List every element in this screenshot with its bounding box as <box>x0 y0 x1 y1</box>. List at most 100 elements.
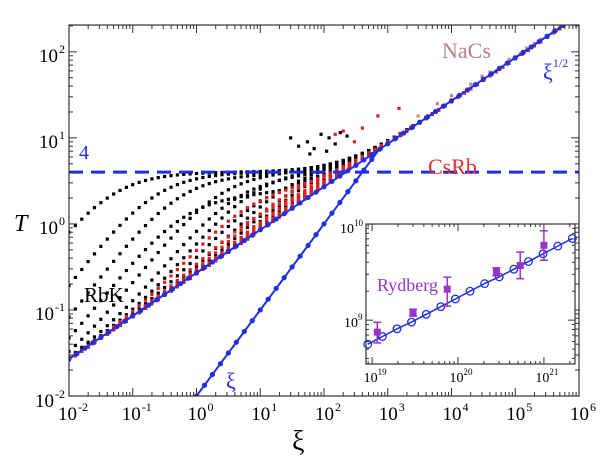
data-point <box>239 210 243 214</box>
data-point <box>239 228 243 232</box>
data-point <box>328 165 332 169</box>
data-point <box>258 212 262 216</box>
data-point <box>245 225 250 230</box>
data-point <box>73 307 77 311</box>
data-point <box>416 114 420 118</box>
data-point <box>194 186 199 190</box>
data-point <box>296 193 301 197</box>
plateau-label: 4 <box>79 142 89 164</box>
data-point <box>112 259 116 263</box>
data-point <box>303 194 307 198</box>
data-point <box>239 225 243 229</box>
reference-line-marker <box>233 339 239 345</box>
y-tick-label-base: 10 <box>39 132 58 154</box>
reference-line-marker <box>82 345 88 351</box>
data-point <box>277 190 281 195</box>
data-point <box>335 166 339 170</box>
data-point <box>265 207 269 211</box>
inset-y-tick-label-exp: 9 <box>358 312 363 323</box>
data-point <box>309 166 313 171</box>
data-point <box>245 233 250 237</box>
reference-line-marker <box>552 28 558 34</box>
data-point <box>188 211 192 216</box>
data-point <box>226 240 230 244</box>
x-tick-label-exp: 5 <box>526 400 533 414</box>
data-point <box>284 168 288 173</box>
reference-line-marker <box>393 135 399 141</box>
data-point <box>182 256 186 260</box>
data-point <box>124 217 128 221</box>
data-point <box>252 191 256 195</box>
data-point <box>214 180 218 184</box>
data-point <box>86 291 90 295</box>
x-tick-label: 100 <box>188 401 214 424</box>
y-tick-label: 101 <box>39 129 65 152</box>
data-point <box>207 228 211 233</box>
data-point <box>245 223 250 227</box>
data-point <box>303 188 307 192</box>
data-point <box>360 126 364 130</box>
data-point <box>214 251 218 255</box>
data-point <box>124 313 128 317</box>
data-point <box>226 224 230 229</box>
reference-line-marker <box>233 243 239 249</box>
reference-line-marker <box>512 55 518 61</box>
data-point <box>194 171 199 176</box>
reference-line-marker <box>369 156 375 162</box>
data-point <box>182 261 186 265</box>
data-point <box>309 180 313 184</box>
data-point <box>233 176 237 180</box>
data-point <box>92 335 97 339</box>
data-point <box>252 187 256 191</box>
inset-x-tick-label-exp: 20 <box>463 367 473 377</box>
reference-line-marker <box>456 92 463 98</box>
data-point <box>112 230 116 234</box>
data-point <box>290 193 294 198</box>
sqrt-law-label-base: ξ <box>543 59 553 84</box>
reference-line-marker <box>297 253 303 259</box>
plot-area <box>69 25 579 396</box>
data-point <box>233 219 237 223</box>
linear-law-label: ξ <box>226 368 236 393</box>
data-point <box>341 162 345 167</box>
data-point <box>214 255 218 260</box>
data-point <box>239 238 243 242</box>
data-point <box>131 183 135 187</box>
data-point <box>92 206 97 210</box>
data-point <box>175 268 179 272</box>
inset-x-tick-label: 1020 <box>449 368 472 386</box>
inset-experiment-point <box>373 328 381 336</box>
x-tick-label-exp: 0 <box>207 400 214 414</box>
inset-experiment-point <box>409 309 417 317</box>
data-point <box>245 190 250 194</box>
data-point <box>271 181 275 185</box>
data-point <box>252 210 256 215</box>
inset-model-point <box>377 332 387 341</box>
inset-plot <box>363 223 577 365</box>
data-point <box>284 202 288 206</box>
data-point <box>265 209 269 213</box>
data-point <box>338 131 342 135</box>
data-point <box>137 205 141 210</box>
inset-model-point <box>509 264 519 274</box>
data-point <box>309 189 313 193</box>
reference-line-marker <box>201 382 208 388</box>
inset-model-point <box>538 249 548 259</box>
data-point <box>233 234 237 238</box>
data-point <box>143 265 148 270</box>
data-point <box>245 174 250 178</box>
data-point <box>80 267 84 272</box>
data-point <box>80 345 84 350</box>
reference-line-marker <box>281 275 287 281</box>
data-point <box>99 275 103 279</box>
data-point <box>290 186 294 190</box>
data-point <box>284 171 288 175</box>
data-point <box>239 200 243 204</box>
data-point <box>92 283 97 287</box>
data-point <box>290 190 294 194</box>
data-point <box>156 235 160 239</box>
data-point <box>175 173 179 177</box>
reference-line-marker <box>345 168 351 174</box>
data-point <box>182 193 186 197</box>
data-point <box>220 191 224 195</box>
